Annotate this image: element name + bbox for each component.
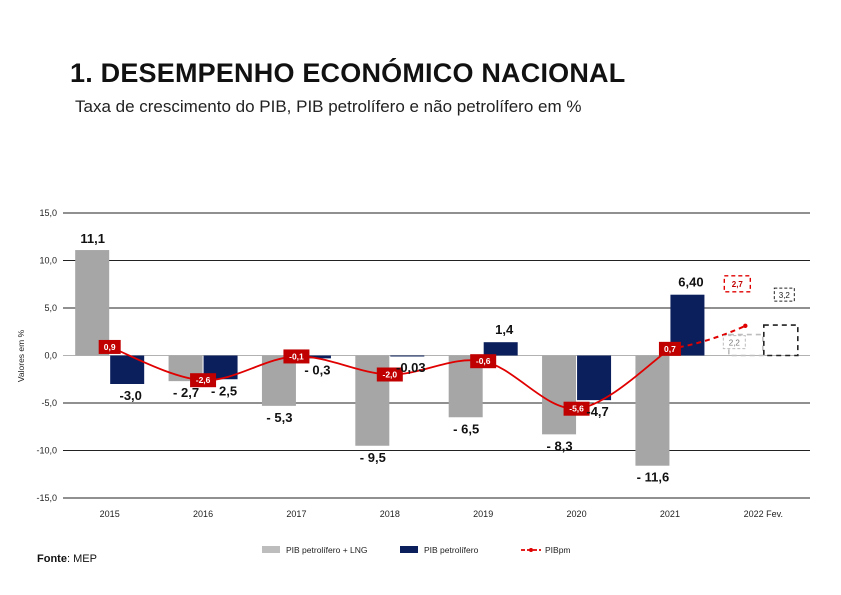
y-axis-label: Valores em % [16, 329, 26, 382]
x-tick-label: 2019 [473, 509, 493, 519]
x-tick-label: 2022 Fev. [744, 509, 783, 519]
bar-value-label: 2,2 [729, 339, 741, 348]
bar-value-label: 6,40 [678, 275, 703, 290]
pibpm-label-box [470, 354, 497, 369]
legend-label: PIB petrolífero [424, 545, 479, 555]
x-axis: 2015 2016 2017 2018 2019 2020 2021 2022 Fev. [100, 509, 783, 519]
page-title: 1. DESEMPENHO ECONÓMICO NACIONAL [70, 58, 626, 88]
line-layer: 0,9 -2,6 -0,1 -2,0 -0,6 -5,6 0,7 2,7 [98, 275, 752, 416]
projected-label-box [722, 335, 746, 350]
x-tick-label: 2015 [100, 509, 120, 519]
y-axis: 15,0 10,0 5,0 0,0 -5,0 -10,0 -15,0 [36, 208, 57, 503]
pibpm-label-box [376, 367, 403, 382]
bar [390, 355, 425, 357]
pibpm-line-projected [669, 324, 746, 350]
legend-swatch-dot [529, 548, 533, 552]
x-tick-label: 2018 [380, 509, 400, 519]
bar-value-label: - 6,5 [453, 421, 479, 436]
source-label: Fonte [37, 553, 67, 565]
bar-value-label: -3,0 [119, 388, 141, 403]
pibpm-label-box [190, 373, 217, 388]
pibpm-point [743, 323, 748, 329]
pibpm-label-box [98, 339, 121, 354]
legend-swatch [262, 546, 280, 553]
pibpm-value-label: 0,9 [104, 342, 116, 352]
bars-layer [75, 250, 799, 466]
pibpm-value-label: 2,7 [732, 280, 744, 289]
bar-value-label: - 0,3 [304, 362, 330, 377]
bar-value-label: - 11,6 [637, 470, 670, 485]
pibpm-label-box [283, 349, 310, 364]
bar [577, 355, 612, 401]
bar-value-label: - 9,5 [360, 450, 386, 465]
bar-value-label: 1,4 [495, 322, 514, 337]
bar [635, 355, 670, 466]
bar-projected [763, 324, 799, 357]
pibpm-value-label: -2,0 [382, 370, 397, 380]
x-tick-label: 2016 [193, 509, 213, 519]
source-value: : MEP [66, 553, 97, 565]
legend: PIB petrolífero + LNG PIB petrolífero PIBp… [262, 545, 571, 555]
y-tick-label: -5,0 [41, 398, 57, 408]
y-tick-label: -15,0 [36, 493, 57, 503]
pibpm-projected-box [723, 275, 752, 293]
x-tick-label: 2017 [286, 509, 306, 519]
pibpm-label-box [563, 401, 590, 416]
legend-swatch [400, 546, 418, 553]
bar-value-label: 3,2 [779, 291, 791, 300]
pibpm-value-label: -0,1 [289, 351, 304, 361]
bar-value-label: - 5,3 [266, 410, 292, 425]
bar [542, 355, 577, 435]
x-tick-label: 2021 [660, 509, 680, 519]
bar [483, 342, 518, 356]
pibpm-label-box [658, 341, 681, 356]
bar-value-label: - 8,3 [547, 438, 573, 453]
bar-value-label: -0,03 [396, 360, 426, 375]
bar-value-label: -4,7 [586, 404, 608, 419]
bar [261, 355, 296, 406]
x-tick-label: 2020 [567, 509, 587, 519]
y-tick-label: -10,0 [36, 446, 57, 456]
legend-label: PIB petrolífero + LNG [286, 545, 368, 555]
projected-label-box [773, 287, 795, 302]
source-note: Fonte: MEP [37, 553, 97, 565]
pibpm-value-label: 0,7 [664, 344, 676, 354]
data-labels-layer: 11,1 -3,0 - 2,7 - 2,5 - 5,3 - 0,3 - 9,5 -0,03 - … [80, 231, 795, 485]
y-tick-label: 0,0 [44, 351, 57, 361]
y-tick-label: 5,0 [44, 303, 57, 313]
pibpm-value-label: -5,6 [569, 404, 584, 414]
page-subtitle: Taxa de crescimento do PIB, PIB petrolíf… [75, 97, 582, 116]
pibpm-value-label: -0,6 [476, 356, 491, 366]
legend-label: PIBpm [545, 545, 571, 555]
y-tick-label: 10,0 [39, 256, 57, 266]
bar-value-label: - 2,7 [173, 385, 199, 400]
y-tick-label: 15,0 [39, 208, 57, 218]
bar-value-label: 11,1 [80, 231, 105, 246]
pibpm-value-label: -2,6 [196, 375, 211, 385]
bar [75, 250, 110, 356]
bar-value-label: - 2,5 [211, 383, 237, 398]
